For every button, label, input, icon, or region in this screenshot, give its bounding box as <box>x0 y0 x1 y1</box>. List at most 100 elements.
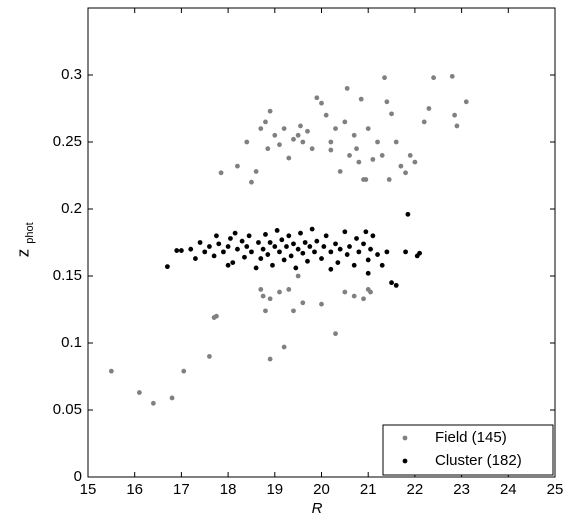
point <box>358 96 364 102</box>
point <box>319 256 324 261</box>
y-axis-label-subscript: phot <box>24 222 36 243</box>
point <box>225 244 231 249</box>
point <box>333 126 338 131</box>
point <box>384 99 390 105</box>
point <box>347 244 352 249</box>
point <box>323 112 329 118</box>
point <box>253 265 259 271</box>
point <box>342 229 348 235</box>
point <box>295 273 301 279</box>
point <box>354 146 359 152</box>
point <box>382 75 387 81</box>
point <box>274 228 280 233</box>
point <box>181 368 187 374</box>
point <box>302 240 308 245</box>
point <box>218 170 224 176</box>
point <box>454 123 460 129</box>
point <box>258 287 264 292</box>
point <box>281 257 287 263</box>
point <box>342 119 348 125</box>
point <box>281 126 287 131</box>
point <box>449 73 455 79</box>
y-tick-label: 0 <box>74 468 82 485</box>
point <box>214 233 219 239</box>
point <box>431 75 436 81</box>
x-tick-label: 24 <box>500 481 517 498</box>
point <box>267 356 273 362</box>
point <box>365 257 371 263</box>
point <box>221 249 226 255</box>
y-tick-label: 0.2 <box>61 200 82 217</box>
point <box>279 237 285 243</box>
point <box>150 400 156 406</box>
point <box>393 139 399 145</box>
point <box>164 264 170 270</box>
point <box>319 100 324 106</box>
point <box>281 344 287 350</box>
point <box>344 252 350 257</box>
point <box>263 232 268 237</box>
point <box>272 244 278 249</box>
point <box>328 266 334 272</box>
point <box>286 233 292 239</box>
point <box>389 280 394 286</box>
point <box>337 169 343 174</box>
point <box>375 139 380 145</box>
point <box>300 300 306 306</box>
point <box>309 146 315 152</box>
point <box>136 390 142 395</box>
y-tick-label: 0.3 <box>61 66 82 83</box>
point <box>258 256 264 261</box>
point <box>351 132 357 138</box>
point <box>207 354 212 359</box>
point <box>211 253 217 259</box>
point <box>253 169 259 174</box>
point <box>386 177 392 182</box>
point <box>286 155 292 161</box>
point <box>405 211 411 217</box>
point <box>312 249 317 255</box>
y-tick-label: 0.15 <box>53 267 82 284</box>
point <box>216 241 222 247</box>
point <box>328 139 334 145</box>
point <box>295 246 301 252</box>
point <box>300 250 306 256</box>
point <box>291 136 296 142</box>
y-axis-label-group: z phot <box>13 222 35 257</box>
point <box>260 246 266 252</box>
x-tick-label: 20 <box>313 481 330 498</box>
point <box>207 244 212 249</box>
point <box>403 249 408 255</box>
point <box>305 258 310 264</box>
point <box>379 262 385 268</box>
x-tick-label: 22 <box>407 481 424 498</box>
point <box>256 240 261 245</box>
point <box>263 119 268 125</box>
point <box>272 132 278 138</box>
point <box>305 128 310 134</box>
point <box>193 256 198 261</box>
point <box>363 229 369 235</box>
point <box>239 238 245 244</box>
point <box>291 308 296 314</box>
point <box>249 249 254 255</box>
point <box>328 249 334 255</box>
y-tick-label: 0.25 <box>53 133 82 150</box>
y-tick-label: 0.1 <box>61 334 82 351</box>
point <box>232 230 238 236</box>
point <box>342 289 348 295</box>
point <box>277 142 282 148</box>
point <box>417 250 422 256</box>
point <box>270 262 275 268</box>
point <box>258 126 264 131</box>
legend-box <box>382 424 554 476</box>
point <box>169 395 175 401</box>
point <box>249 179 254 185</box>
point <box>244 244 250 249</box>
point <box>365 287 371 292</box>
point <box>314 95 320 101</box>
point <box>188 246 194 252</box>
point <box>426 106 432 111</box>
point <box>293 265 299 271</box>
